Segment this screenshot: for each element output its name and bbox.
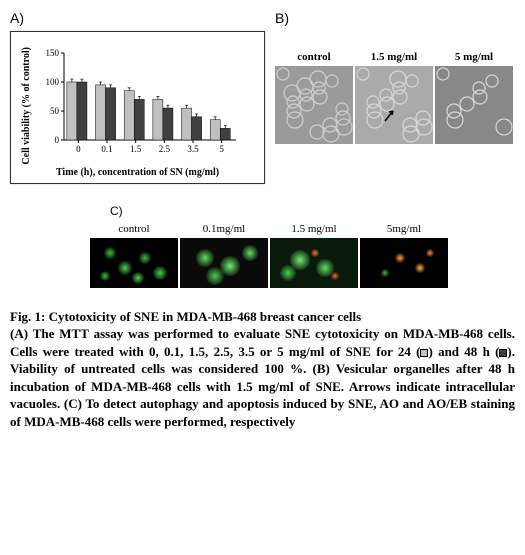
cell-dot [331,272,339,280]
micro-label: 5 mg/ml [455,51,493,63]
chart-ylabel: Cell viability (% of control) [21,47,32,165]
caption-title: Fig. 1: Cytotoxicity of SNE in MDA-MB-46… [10,309,361,324]
fluor-col: 5mg/ml [360,223,448,288]
panel-b-label: B) [275,10,515,26]
fluor-label: control [118,223,149,235]
svg-text:2.5: 2.5 [159,144,171,154]
chart-xlabel: Time (h), concentration of SN (mg/ml) [21,167,254,178]
svg-text:150: 150 [46,48,60,58]
fluorescence-image [270,238,358,288]
micro-label: 1.5 mg/ml [371,51,417,63]
cell-dot [426,249,434,257]
panel-b: B) control 1.5 mg/ml 5 mg/ml [275,10,515,184]
fluor-col: 1.5 mg/ml [270,223,358,288]
cell-dot [415,263,425,273]
panel-b-images: control 1.5 mg/ml 5 mg/ml [275,51,515,144]
svg-text:0.1: 0.1 [101,144,112,154]
svg-text:0: 0 [76,144,81,154]
cell-dot [104,247,116,259]
svg-text:3.5: 3.5 [187,144,199,154]
fluorescence-image [360,238,448,288]
cell-dot [395,253,405,263]
fluorescence-image [90,238,178,288]
svg-text:0: 0 [55,135,60,145]
micro-col: 5 mg/ml [435,51,513,144]
fluorescence-image [180,238,268,288]
chart-box: Cell viability (% of control) 0501001500… [10,31,265,184]
micro-col: control [275,51,353,144]
cell-dot [280,265,296,281]
svg-text:5: 5 [219,144,224,154]
svg-text:1.5: 1.5 [130,144,142,154]
cell-dot [139,252,151,264]
cell-dot [381,269,389,277]
panel-a: A) Cell viability (% of control) 0501001… [10,10,265,184]
fluor-col: control [90,223,178,288]
micro-col: 1.5 mg/ml [355,51,433,144]
chart-inner: Cell viability (% of control) 0501001500… [21,47,254,165]
micro-label: control [297,51,330,63]
cell-dot [311,249,319,257]
cell-dot [118,261,132,275]
cell-dot [132,272,144,284]
panel-c-label: C) [110,204,515,218]
fluor-label: 0.1mg/ml [203,223,245,235]
fluor-label: 5mg/ml [387,223,421,235]
panel-a-label: A) [10,10,265,26]
fluor-col: 0.1mg/ml [180,223,268,288]
svg-text:100: 100 [46,77,60,87]
microscopy-image [355,66,433,144]
panel-c-row: control 0.1mg/ml 1.5 mg/ml 5mg/ml [90,223,515,288]
panel-c: C) control 0.1mg/ml 1.5 mg/ml 5mg/ml [90,204,515,288]
caption-body-mid: ) and 48 h ( [428,344,499,359]
fluor-label: 1.5 mg/ml [291,223,336,235]
svg-text:50: 50 [50,106,60,116]
top-row: A) Cell viability (% of control) 0501001… [10,10,515,184]
figure-caption: Fig. 1: Cytotoxicity of SNE in MDA-MB-46… [10,308,515,431]
chart-svg-wrap: 0 50 100 150 0 0.1 1.5 2.5 3.5 5 [36,48,254,163]
bar-chart-svg: 0 50 100 150 0 0.1 1.5 2.5 3.5 5 [36,48,241,158]
cell-dot [100,271,110,281]
microscopy-image [275,66,353,144]
cell-dot [153,266,167,280]
cell-dot [206,267,224,285]
cell-dot [242,245,258,261]
cell-dot [196,249,214,267]
microscopy-image [435,66,513,144]
